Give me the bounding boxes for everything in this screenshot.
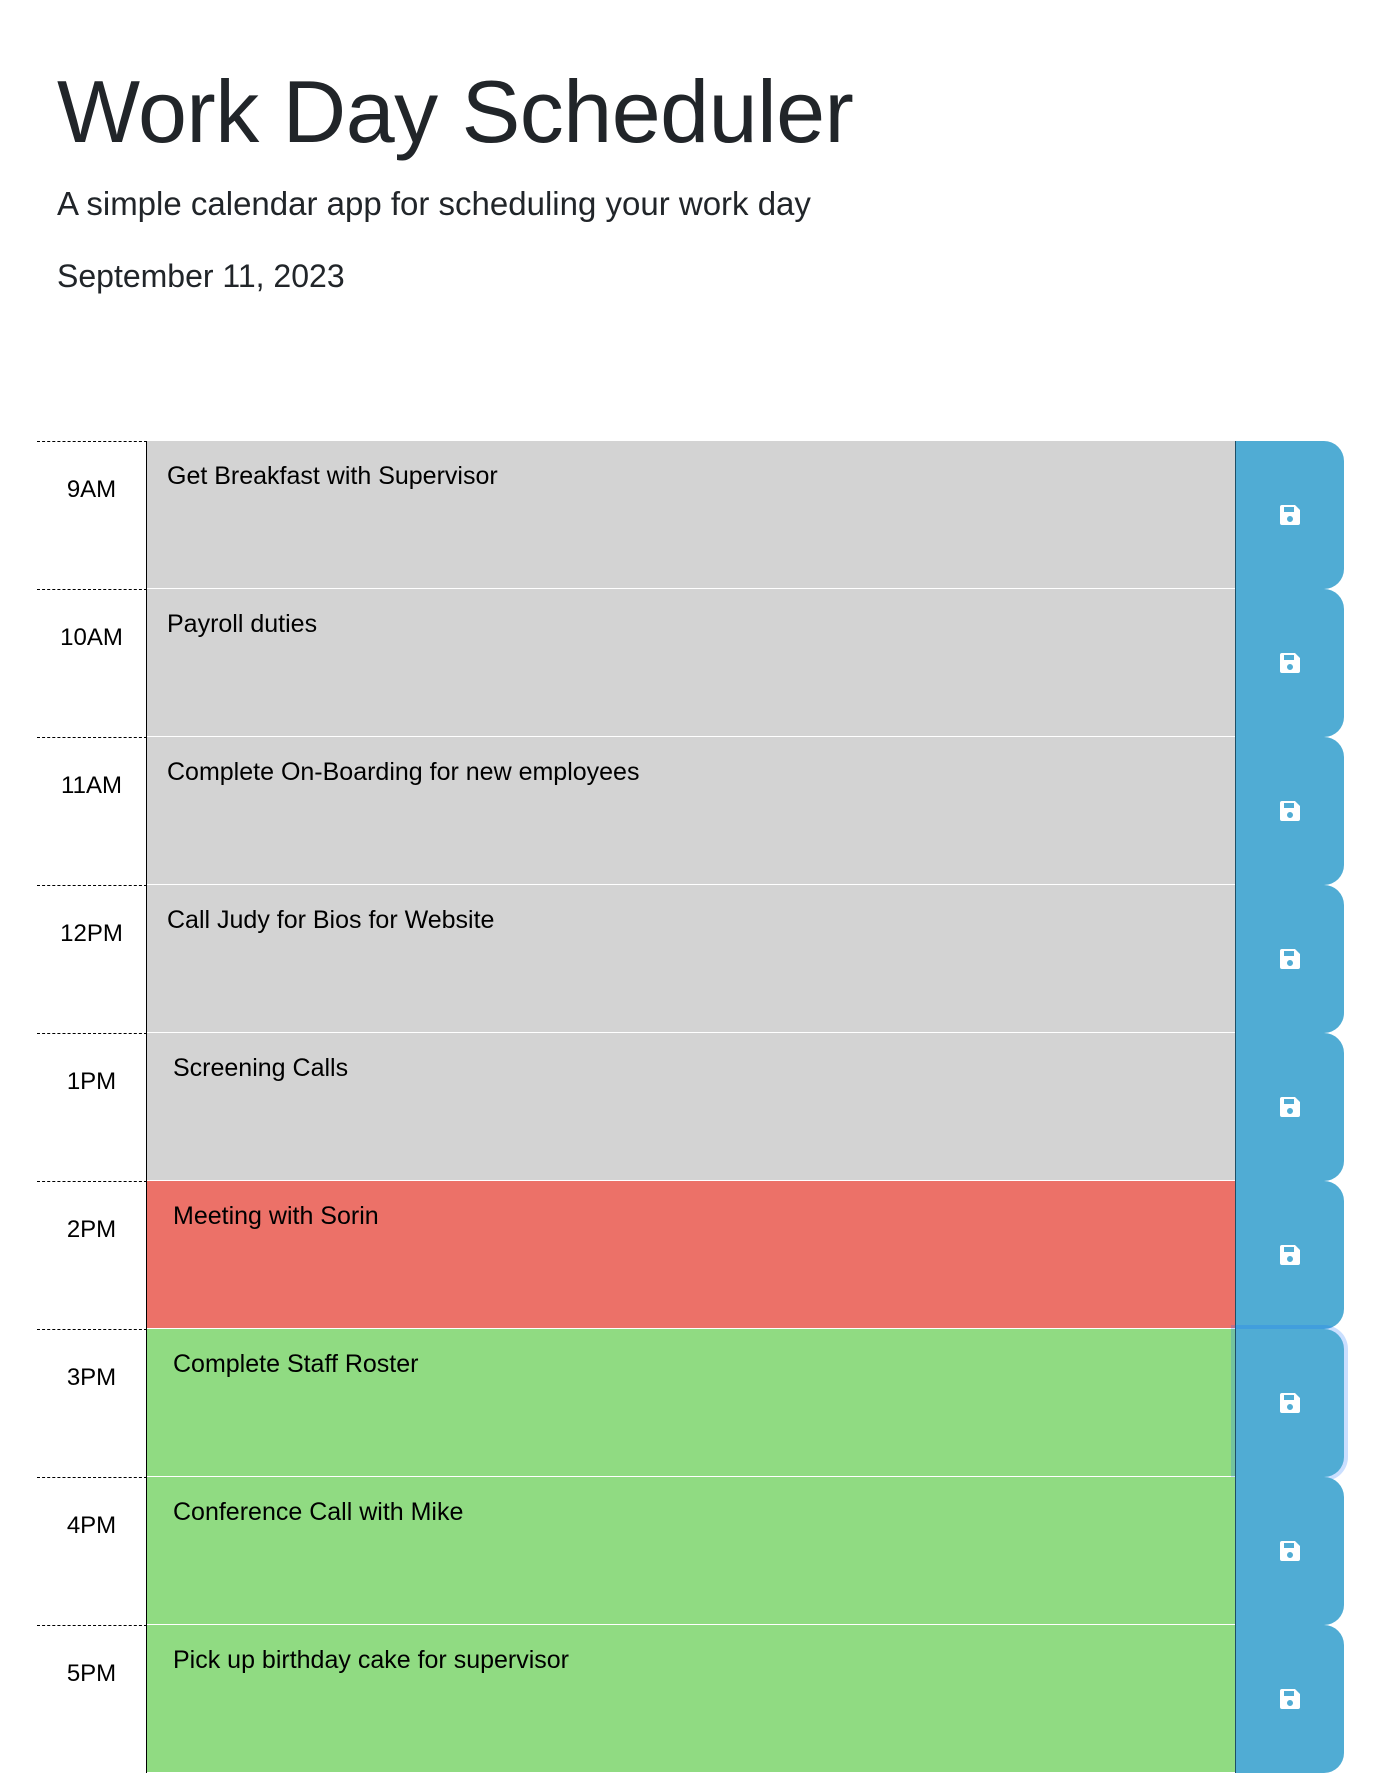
save-button[interactable] [1235,1625,1344,1773]
save-button[interactable] [1235,1477,1344,1625]
floppy-disk-icon [1280,653,1300,673]
hour-label: 5PM [37,1625,147,1773]
save-button[interactable] [1235,589,1344,737]
time-block: 11AM Complete On-Boarding for new employ… [37,737,1344,885]
floppy-disk-icon [1280,1245,1300,1265]
floppy-disk-icon [1280,1541,1300,1561]
time-block: 1PM Screening Calls [37,1033,1344,1181]
floppy-disk-icon [1280,801,1300,821]
event-description-input[interactable]: Screening Calls [147,1033,1235,1181]
event-description-input[interactable]: Complete Staff Roster [147,1329,1235,1477]
time-block: 4PM Conference Call with Mike [37,1477,1344,1625]
time-block-list: 9AM Get Breakfast with Supervisor 10AM P… [37,441,1344,1773]
event-description-input[interactable]: Get Breakfast with Supervisor [147,441,1235,589]
event-description-input[interactable]: Meeting with Sorin [147,1181,1235,1329]
event-description-input[interactable]: Conference Call with Mike [147,1477,1235,1625]
floppy-disk-icon [1280,1097,1300,1117]
event-description-input[interactable]: Complete On-Boarding for new employees [147,737,1235,885]
time-block: 2PM Meeting with Sorin [37,1181,1344,1329]
floppy-disk-icon [1280,505,1300,525]
hour-label: 10AM [37,589,147,737]
time-block: 10AM Payroll duties [37,589,1344,737]
hour-label: 3PM [37,1329,147,1477]
hour-label: 9AM [37,441,147,589]
save-button[interactable] [1235,1329,1344,1477]
hour-label: 11AM [37,737,147,885]
time-block: 12PM Call Judy for Bios for Website [37,885,1344,1033]
event-description-input[interactable]: Payroll duties [147,589,1235,737]
time-block: 9AM Get Breakfast with Supervisor [37,441,1344,589]
time-block: 3PM Complete Staff Roster [37,1329,1344,1477]
hour-label: 12PM [37,885,147,1033]
page-title: Work Day Scheduler [57,62,854,161]
save-button[interactable] [1235,885,1344,1033]
save-button[interactable] [1235,1181,1344,1329]
page-header: Work Day Scheduler A simple calendar app… [57,60,854,296]
event-description-input[interactable]: Pick up birthday cake for supervisor [147,1625,1235,1773]
current-date: September 11, 2023 [57,258,345,294]
page-subtitle: A simple calendar app for scheduling you… [57,185,811,222]
save-button[interactable] [1235,441,1344,589]
time-block: 5PM Pick up birthday cake for supervisor [37,1625,1344,1773]
floppy-disk-icon [1280,1689,1300,1709]
hour-label: 4PM [37,1477,147,1625]
floppy-disk-icon [1280,949,1300,969]
hour-label: 2PM [37,1181,147,1329]
floppy-disk-icon [1280,1393,1300,1413]
save-button[interactable] [1235,737,1344,885]
event-description-input[interactable]: Call Judy for Bios for Website [147,885,1235,1033]
save-button[interactable] [1235,1033,1344,1181]
hour-label: 1PM [37,1033,147,1181]
